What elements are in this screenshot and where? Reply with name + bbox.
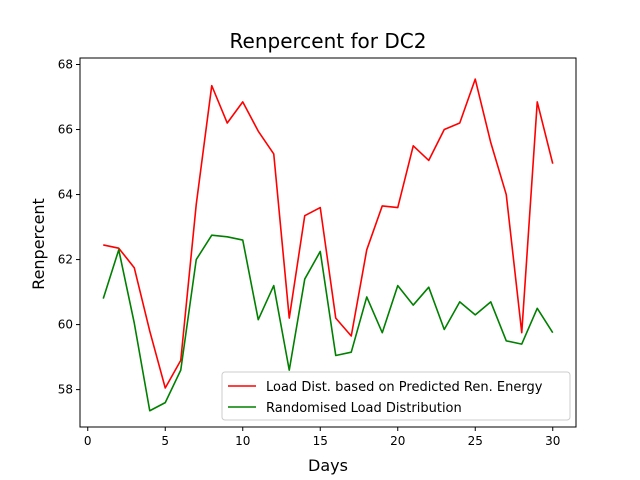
x-tick-label: 10 [235, 434, 250, 448]
legend-box [221, 371, 571, 421]
series-line-randomised [102, 234, 554, 412]
axes-frame [79, 57, 577, 428]
x-tick-label: 5 [161, 434, 169, 448]
legend-label-randomised: Randomised Load Distribution [266, 401, 462, 416]
y-axis-label: Renpercent [29, 198, 48, 290]
x-tick-label: 30 [545, 434, 560, 448]
x-tick-label: 20 [390, 434, 405, 448]
plot-area: 0 5 10 15 20 25 30 58 60 62 64 66 68 [58, 57, 577, 448]
y-tick-label: 68 [58, 58, 73, 72]
x-tick-label: 15 [313, 434, 328, 448]
chart-title: Renpercent for DC2 [230, 29, 427, 53]
y-tick-label: 58 [58, 383, 73, 397]
y-tick-label: 66 [58, 123, 73, 137]
y-tick-label: 62 [58, 253, 73, 267]
x-tick-label: 0 [84, 434, 92, 448]
legend-label-predicted: Load Dist. based on Predicted Ren. Energ… [266, 380, 543, 395]
y-tick-label: 60 [58, 318, 73, 332]
legend: Load Dist. based on Predicted Ren. Energ… [221, 371, 571, 421]
x-axis-label: Days [308, 456, 348, 475]
series-line-predicted [103, 78, 554, 389]
y-tick-label: 64 [58, 188, 73, 202]
x-tick-label: 25 [468, 434, 483, 448]
